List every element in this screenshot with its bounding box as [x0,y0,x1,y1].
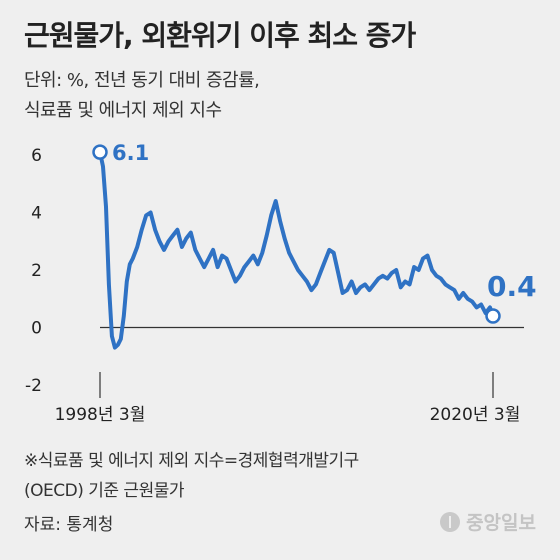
annotation-label: 6.1 [112,141,149,165]
y-tick-label: 2 [31,261,42,281]
logo-mark-icon [440,511,461,532]
y-tick-label: 0 [31,319,42,339]
annotation-point [485,308,501,324]
source-credit: 자료: 통계청 [24,515,114,535]
chart-note: ※식료품 및 에너지 제외 지수=경제협력개발기구 (OECD) 기준 근원물가 [24,446,359,506]
chart-subtitle: 단위: %, 전년 동기 대비 증감률, 식료품 및 에너지 제외 지수 [24,66,260,126]
y-tick-label: 6 [31,146,42,166]
x-tick-label: 2020년 3월 [430,405,521,425]
series-line-core-inflation [98,150,495,350]
note-line-definition: ※식료품 및 에너지 제외 지수=경제협력개발기구 [24,451,359,471]
logo-text: 중앙일보 [466,512,536,534]
x-tick-label: 1998년 3월 [55,405,146,425]
note-line-oecd: (OECD) 기준 근원물가 [24,481,184,501]
subtitle-line-unit: 단위: %, 전년 동기 대비 증감률, [24,70,260,91]
subtitle-line-index: 식료품 및 에너지 제외 지수 [24,100,222,121]
y-tick-label: 4 [31,204,42,224]
annotation-label: 0.4 [487,270,537,303]
publisher-logo: 중앙일보 [440,508,536,535]
annotation-point [92,144,108,160]
y-tick-label: -2 [25,376,42,396]
chart-title: 근원물가, 외환위기 이후 최소 증가 [24,19,416,52]
